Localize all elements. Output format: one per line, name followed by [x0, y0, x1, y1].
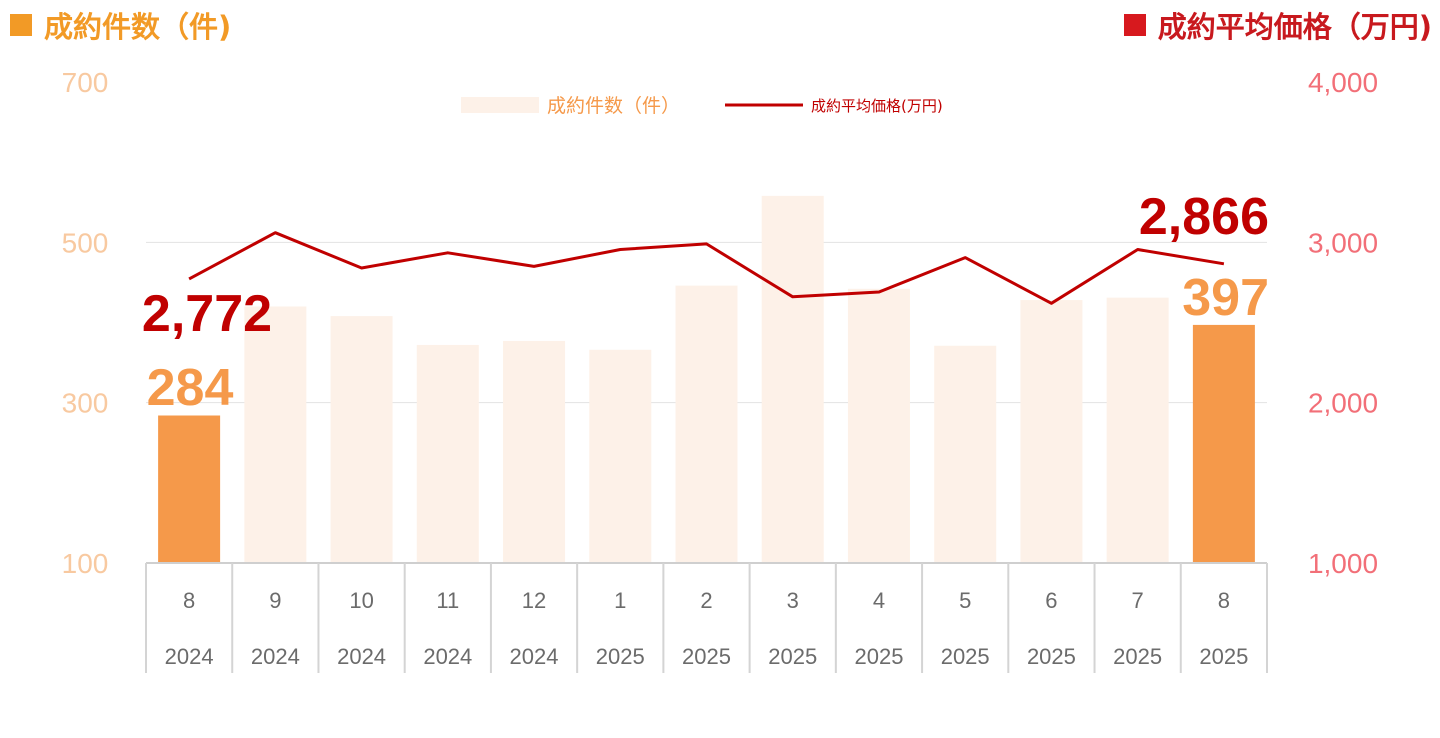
month-label: 6 — [1045, 588, 1057, 613]
left-tick-label: 500 — [62, 227, 109, 258]
month-label: 5 — [959, 588, 971, 613]
legend-bar-swatch — [461, 97, 539, 113]
right-axis-title-text: 成約平均価格（万円) — [1157, 10, 1432, 44]
bar — [589, 349, 652, 563]
category-axis: 8 2024 9 2024 10 2024 11 2024 12 2024 1 2025 2 2025 3 2… — [145, 562, 1268, 673]
value-labels: 2,772 284 2,866 397 — [142, 188, 1269, 417]
year-label: 2025 — [1027, 644, 1076, 669]
month-label: 2 — [700, 588, 712, 613]
month-label: 9 — [269, 588, 281, 613]
axes: 100 300 500 700 1,000 2,000 3,000 4,000 — [62, 67, 1378, 579]
year-label: 2025 — [941, 644, 990, 669]
year-label: 2024 — [423, 644, 472, 669]
left-tick-label: 100 — [62, 548, 109, 579]
year-label: 2024 — [337, 644, 386, 669]
orange-square-icon — [10, 14, 32, 36]
year-label: 2025 — [682, 644, 731, 669]
bar — [1020, 300, 1083, 563]
last-price-label: 2,866 — [1139, 188, 1269, 246]
legend: 成約件数（件） 成約平均価格(万円) — [461, 95, 943, 117]
month-label: 8 — [1218, 588, 1230, 613]
month-label: 4 — [873, 588, 885, 613]
left-axis-title-text: 成約件数（件) — [44, 10, 232, 44]
first-count-label: 284 — [147, 359, 234, 417]
year-label: 2025 — [1113, 644, 1162, 669]
right-axis-title: 成約平均価格（万円) — [1123, 4, 1432, 46]
bar — [847, 288, 910, 563]
year-label: 2025 — [854, 644, 903, 669]
bar-series — [158, 195, 1255, 563]
bar — [244, 306, 307, 563]
month-label: 3 — [787, 588, 799, 613]
bar — [761, 195, 824, 563]
bar — [158, 415, 221, 563]
bar — [1106, 297, 1169, 563]
left-axis-title: 成約件数（件) — [10, 4, 231, 46]
bar — [503, 340, 566, 563]
left-tick-label: 700 — [62, 67, 109, 98]
bar — [416, 344, 479, 563]
year-label: 2024 — [251, 644, 300, 669]
month-label: 8 — [183, 588, 195, 613]
legend-bar-label: 成約件数（件） — [547, 95, 680, 117]
year-label: 2025 — [768, 644, 817, 669]
right-tick-label: 3,000 — [1308, 227, 1378, 258]
year-label: 2024 — [165, 644, 214, 669]
month-label: 12 — [522, 588, 546, 613]
red-square-icon — [1123, 14, 1146, 36]
right-tick-label: 2,000 — [1308, 388, 1378, 419]
bar — [330, 316, 393, 563]
bar — [675, 285, 738, 563]
bar — [1192, 324, 1255, 563]
price-line — [188, 231, 1225, 305]
left-tick-label: 300 — [62, 388, 109, 419]
month-label: 10 — [349, 588, 373, 613]
month-label: 1 — [614, 588, 626, 613]
month-label: 11 — [436, 588, 459, 613]
month-label: 7 — [1132, 588, 1144, 613]
year-label: 2025 — [1199, 644, 1248, 669]
year-label: 2025 — [596, 644, 645, 669]
right-tick-label: 4,000 — [1308, 67, 1378, 98]
legend-line-label: 成約平均価格(万円) — [811, 97, 943, 115]
bar — [934, 345, 997, 563]
line-series — [188, 231, 1225, 305]
first-price-label: 2,772 — [142, 285, 272, 343]
year-label: 2024 — [510, 644, 559, 669]
last-count-label: 397 — [1182, 269, 1269, 327]
right-tick-label: 1,000 — [1308, 548, 1378, 579]
